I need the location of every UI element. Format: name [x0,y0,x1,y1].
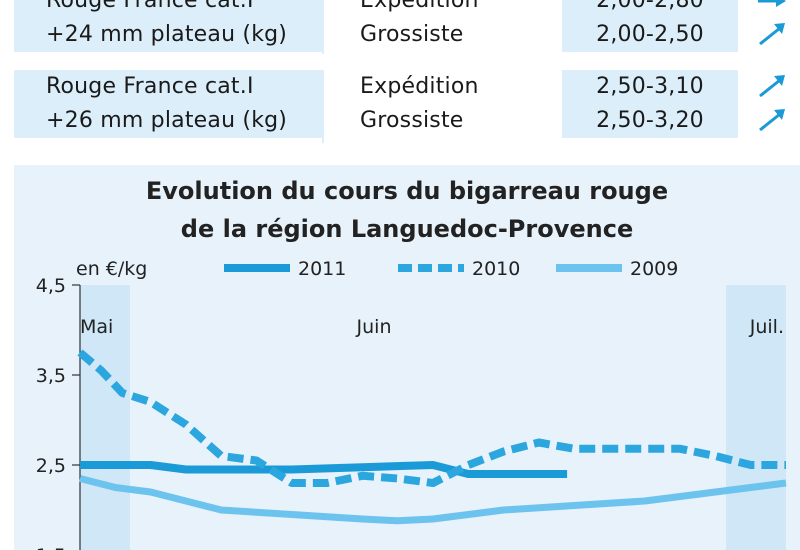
legend-label-2011: 2011 [298,258,346,280]
legend-label-2010: 2010 [472,258,520,280]
chart-title-line-1: Evolution du cours du bigarreau rouge [146,177,668,205]
stage-shipping: Expédition [360,74,479,99]
line-chart: Evolution du cours du bigarreau rouge de … [36,177,787,550]
stage-wholesale: Grossiste [360,108,464,133]
product-cell: Rouge France cat.I +24 mm plateau (kg) [14,0,322,52]
arrow-right-icon [758,0,786,7]
price-wholesale: 2,50-3,20 [596,108,704,133]
column-divider [322,0,324,143]
y-tick-label: 3,5 [36,365,66,387]
price-shipping: 2,00-2,80 [596,0,704,13]
row-separator [14,54,800,70]
series-line-2011 [80,461,568,478]
table-row-group: Rouge France cat.I +24 mm plateau (kg) E… [14,0,800,54]
month-label: Juin [356,316,392,338]
stage-wholesale: Grossiste [360,22,464,47]
stage-cell: Expédition Grossiste [360,0,560,52]
arrow-up-right-icon [759,109,785,132]
stage-shipping: Expédition [360,0,479,13]
product-line-1: Rouge France cat.I [46,74,254,99]
month-label: Juil. [749,316,784,338]
price-cell: 2,50-3,10 2,50-3,20 [562,70,738,138]
table-row-group: Rouge France cat.I +26 mm plateau (kg) E… [14,70,800,140]
y-tick-label: 1,5 [36,545,66,550]
month-band-juil [726,285,786,550]
price-cell: 2,00-2,80 2,00-2,50 [562,0,738,52]
product-cell: Rouge France cat.I +26 mm plateau (kg) [14,70,322,138]
product-line-2: +26 mm plateau (kg) [46,108,288,133]
arrow-up-right-icon [759,75,785,98]
month-band-mai [80,285,130,550]
price-wholesale: 2,00-2,50 [596,22,704,47]
price-table: Rouge France cat.I +24 mm plateau (kg) E… [14,0,800,143]
series-line-2009 [79,475,787,525]
price-shipping: 2,50-3,10 [596,74,704,99]
arrow-up-right-icon [759,23,785,46]
y-axis-label: en €/kg [76,258,147,280]
chart-title-line-2: de la région Languedoc-Provence [181,215,633,243]
product-line-1: Rouge France cat.I [46,0,254,13]
y-tick-label: 2,5 [36,455,66,477]
series-line-2010 [77,349,786,487]
month-label: Mai [80,316,113,338]
y-tick-label: 4,5 [36,275,66,297]
legend-label-2009: 2009 [630,258,678,280]
product-line-2: +24 mm plateau (kg) [46,22,288,47]
price-evolution-chart: Evolution du cours du bigarreau rouge de … [14,165,800,550]
stage-cell: Expédition Grossiste [360,70,560,138]
